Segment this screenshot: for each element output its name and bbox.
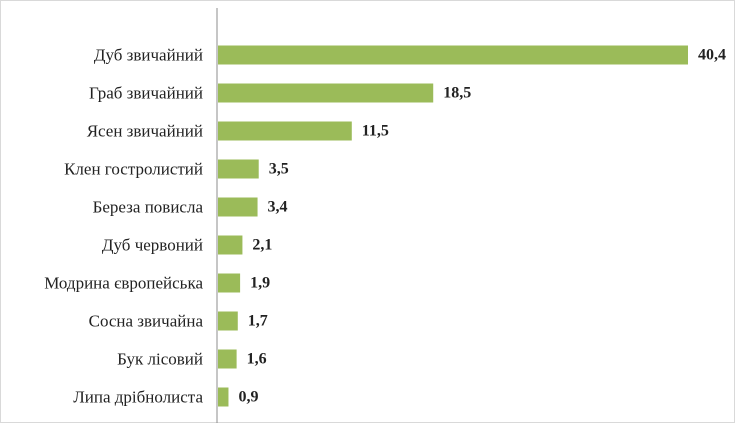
value-label-9: 0,9 <box>238 389 258 406</box>
category-label-5: Дуб червоний <box>102 236 203 255</box>
value-label-3: 3,5 <box>269 161 289 178</box>
value-label-8: 1,6 <box>247 351 267 368</box>
bar-2 <box>218 121 352 141</box>
bar-1 <box>218 83 434 103</box>
category-label-2: Ясен звичайний <box>87 122 203 141</box>
category-labels-group: Дуб звичайний Граб звичайний Ясен звичайни… <box>44 46 203 407</box>
category-label-4: Береза повисла <box>93 198 204 217</box>
value-label-0: 40,4 <box>698 47 726 64</box>
bar-8 <box>218 349 237 369</box>
bar-4 <box>218 197 258 217</box>
category-label-7: Сосна звичайна <box>89 312 204 331</box>
bar-9 <box>218 387 229 407</box>
value-label-5: 2,1 <box>252 237 272 254</box>
bar-0 <box>218 45 688 65</box>
value-label-7: 1,7 <box>248 313 268 330</box>
category-label-8: Бук лісовий <box>117 350 203 369</box>
bar-7 <box>218 311 238 331</box>
value-labels-group: 40,4 18,5 11,5 3,5 3,4 2,1 1,9 1,7 1,6 0,9 <box>238 47 726 406</box>
value-label-2: 11,5 <box>362 123 389 140</box>
value-label-6: 1,9 <box>250 275 270 292</box>
category-label-1: Граб звичайний <box>89 84 203 103</box>
value-label-1: 18,5 <box>443 85 471 102</box>
bars-group <box>218 45 688 407</box>
category-label-3: Клен гостролистий <box>64 160 203 179</box>
value-label-4: 3,4 <box>268 199 288 216</box>
bar-6 <box>218 273 241 293</box>
bar-3 <box>218 159 259 179</box>
category-label-0: Дуб звичайний <box>94 46 203 65</box>
category-label-9: Липа дрібнолиста <box>73 388 203 407</box>
bar-5 <box>218 235 243 255</box>
category-label-6: Модрина європейська <box>44 274 203 293</box>
